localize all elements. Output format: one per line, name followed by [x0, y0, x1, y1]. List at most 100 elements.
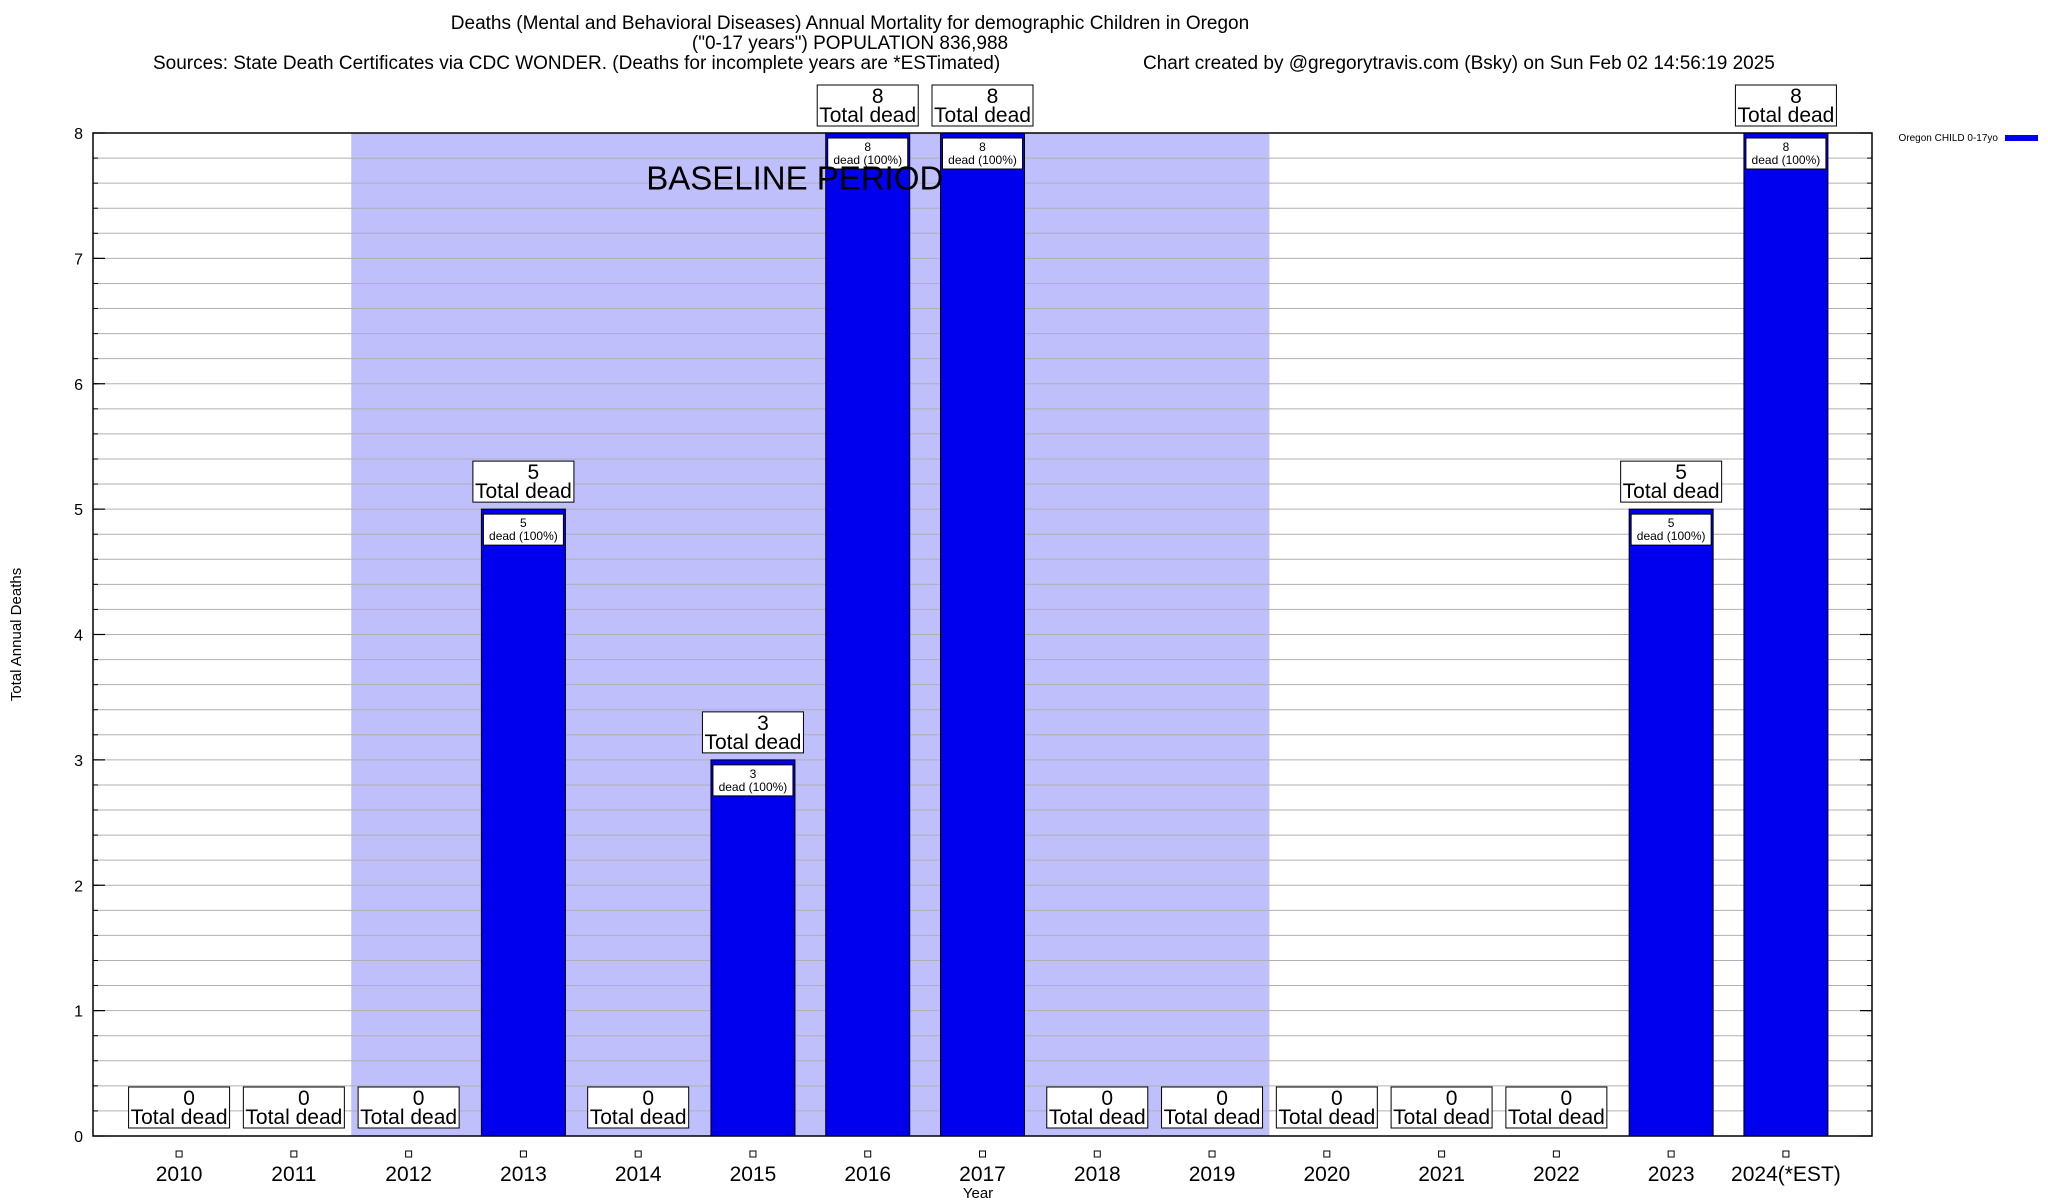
total-value: 0 — [298, 1087, 310, 1110]
x-tick-marker — [1208, 1150, 1216, 1158]
y-tick-label: 4 — [74, 628, 83, 645]
x-tick-label: 2019 — [1189, 1163, 1236, 1186]
x-tick-label: 2015 — [730, 1163, 777, 1186]
total-caption: Total dead — [1164, 1106, 1261, 1129]
x-tick-marker — [519, 1150, 527, 1158]
total-caption: Total dead — [819, 104, 916, 127]
y-tick-label: 1 — [74, 1004, 83, 1021]
x-tick-marker — [979, 1150, 986, 1158]
x-tick-marker — [405, 1150, 413, 1158]
total-value: 0 — [183, 1087, 195, 1110]
total-value: 0 — [413, 1087, 425, 1110]
y-tick-label: 0 — [74, 1129, 83, 1146]
total-label-box — [1046, 1086, 1149, 1129]
total-label-box — [1161, 1086, 1264, 1129]
x-tick-marker — [634, 1150, 642, 1158]
x-tick-label: 2013 — [500, 1163, 547, 1186]
x-tick-label: 2023 — [1648, 1163, 1695, 1186]
x-tick-label: 2011 — [271, 1163, 316, 1186]
x-tick-label: 2021 — [1418, 1163, 1465, 1186]
total-label-box — [587, 1086, 690, 1129]
x-tick-marker — [1782, 1150, 1790, 1158]
total-caption: Total dead — [360, 1106, 457, 1129]
x-tick-label: 2016 — [844, 1163, 891, 1186]
y-tick-label: 2 — [74, 878, 83, 895]
y-tick-label: 3 — [74, 753, 83, 770]
x-tick-marker — [1667, 1150, 1675, 1158]
bar — [1743, 132, 1829, 1137]
plot-frame — [92, 132, 1873, 1137]
total-value: 0 — [642, 1087, 654, 1110]
total-label-box — [1734, 84, 1837, 127]
y-tick-label: 6 — [74, 377, 83, 394]
x-tick-marker — [864, 1150, 872, 1158]
bar — [1628, 508, 1714, 1137]
total-value: 8 — [1790, 85, 1802, 108]
chart-title-line2: ("0-17 years") POPULATION 836,988 — [691, 33, 1009, 54]
x-tick-label: 2022 — [1533, 1163, 1580, 1186]
x-tick-label: 2024(*EST) — [1731, 1163, 1841, 1186]
y-axis-label: Total Annual Deaths — [8, 568, 25, 701]
total-caption: Total dead — [1623, 480, 1720, 503]
bar-inner-caption: dead (100%) — [833, 153, 902, 167]
bar — [710, 759, 796, 1137]
total-label-box — [128, 1086, 231, 1129]
bar-inner-label-box — [1630, 513, 1712, 546]
total-value: 0 — [1216, 1087, 1228, 1110]
x-tick-marker — [1552, 1150, 1560, 1158]
x-tick-marker — [1093, 1150, 1101, 1158]
bar-inner-label-box — [942, 137, 1023, 170]
bar-inner-label-box — [712, 764, 794, 797]
bar-inner-label-box — [482, 513, 564, 546]
x-axis-label: Year — [963, 1185, 993, 1200]
bar-inner-value: 3 — [750, 767, 757, 781]
y-tick-label: 8 — [74, 126, 83, 143]
x-tick-marker — [1323, 1150, 1331, 1158]
total-label-box — [816, 84, 919, 127]
bar-inner-caption: dead (100%) — [1637, 529, 1706, 543]
x-tick-label: 2020 — [1303, 1163, 1350, 1186]
total-value: 0 — [1446, 1087, 1458, 1110]
bar — [825, 132, 911, 1137]
chart-credit: Chart created by @gregorytravis.com (Bsk… — [1143, 53, 1775, 74]
total-caption: Total dead — [1737, 104, 1834, 127]
legend-swatch — [2005, 135, 2038, 141]
legend-label: Oregon CHILD 0-17yo — [1899, 133, 1999, 144]
total-caption: Total dead — [475, 480, 572, 503]
total-caption: Total dead — [131, 1106, 228, 1129]
bar-inner-value: 8 — [979, 140, 986, 154]
total-label-box — [701, 711, 804, 754]
total-value: 3 — [757, 712, 769, 735]
bar-inner-value: 5 — [1668, 516, 1675, 530]
baseline-label: BASELINE PERIOD — [646, 159, 943, 196]
total-label-box — [1390, 1086, 1493, 1129]
y-tick-label: 7 — [74, 251, 83, 268]
bar-inner-caption: dead (100%) — [489, 529, 558, 543]
total-value: 5 — [528, 461, 540, 484]
bar-inner-value: 8 — [1783, 140, 1790, 154]
total-value: 8 — [872, 85, 884, 108]
total-caption: Total dead — [1049, 1106, 1146, 1129]
x-tick-label: 2014 — [615, 1163, 662, 1186]
chart-sources: Sources: State Death Certificates via CD… — [153, 53, 1001, 74]
x-tick-marker — [749, 1150, 757, 1158]
total-caption: Total dead — [590, 1106, 687, 1129]
total-caption: Total dead — [1278, 1106, 1375, 1129]
x-tick-label: 2018 — [1074, 1163, 1121, 1186]
total-label-box — [472, 460, 575, 503]
total-label-box — [1505, 1086, 1608, 1129]
x-tick-label: 2017 — [959, 1163, 1006, 1186]
total-value: 5 — [1675, 461, 1687, 484]
bar-inner-value: 8 — [864, 140, 871, 154]
bar-inner-label-box — [1745, 137, 1827, 170]
total-label-box — [1275, 1086, 1378, 1129]
total-value: 8 — [987, 85, 999, 108]
bar-inner-caption: dead (100%) — [719, 780, 788, 794]
x-tick-marker — [1438, 1150, 1446, 1158]
bar — [480, 508, 566, 1137]
bar-inner-caption: dead (100%) — [1752, 153, 1821, 167]
x-tick-label: 2012 — [385, 1163, 432, 1186]
total-label-box — [357, 1086, 460, 1129]
total-caption: Total dead — [1508, 1106, 1605, 1129]
